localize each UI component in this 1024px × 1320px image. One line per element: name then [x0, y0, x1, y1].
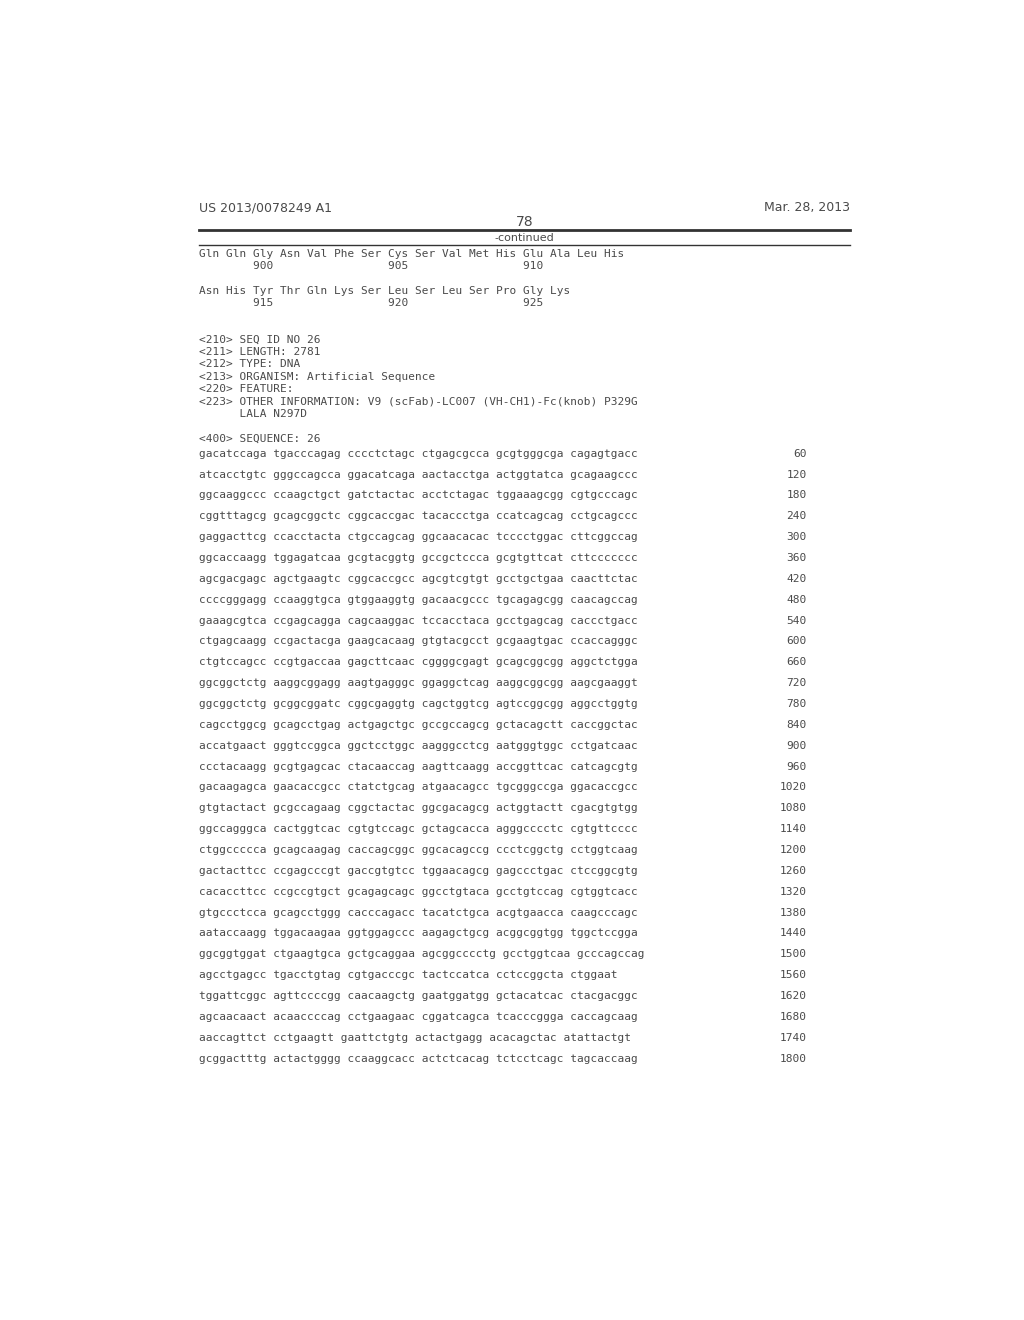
Text: Gln Gln Gly Asn Val Phe Ser Cys Ser Val Met His Glu Ala Leu His: Gln Gln Gly Asn Val Phe Ser Cys Ser Val …: [200, 248, 625, 259]
Text: LALA N297D: LALA N297D: [200, 409, 307, 418]
Text: 1260: 1260: [779, 866, 807, 876]
Text: ctggccccca gcagcaagag caccagcggc ggcacagccg ccctcggctg cctggtcaag: ctggccccca gcagcaagag caccagcggc ggcacag…: [200, 845, 638, 855]
Text: atcacctgtc gggccagcca ggacatcaga aactacctga actggtatca gcagaagccc: atcacctgtc gggccagcca ggacatcaga aactacc…: [200, 470, 638, 479]
Text: <400> SEQUENCE: 26: <400> SEQUENCE: 26: [200, 433, 321, 444]
Text: 60: 60: [793, 449, 807, 459]
Text: gaaagcgtca ccgagcagga cagcaaggac tccacctaca gcctgagcag caccctgacc: gaaagcgtca ccgagcagga cagcaaggac tccacct…: [200, 615, 638, 626]
Text: agcaacaact acaaccccag cctgaagaac cggatcagca tcacccggga caccagcaag: agcaacaact acaaccccag cctgaagaac cggatca…: [200, 1012, 638, 1022]
Text: ggcggtggat ctgaagtgca gctgcaggaa agcggcccctg gcctggtcaa gcccagccag: ggcggtggat ctgaagtgca gctgcaggaa agcggcc…: [200, 949, 645, 960]
Text: ggcggctctg gcggcggatc cggcgaggtg cagctggtcg agtccggcgg aggcctggtg: ggcggctctg gcggcggatc cggcgaggtg cagctgg…: [200, 700, 638, 709]
Text: gacatccaga tgacccagag cccctctagc ctgagcgcca gcgtgggcga cagagtgacc: gacatccaga tgacccagag cccctctagc ctgagcg…: [200, 449, 638, 459]
Text: 78: 78: [516, 215, 534, 230]
Text: <210> SEQ ID NO 26: <210> SEQ ID NO 26: [200, 335, 321, 345]
Text: 600: 600: [786, 636, 807, 647]
Text: 1800: 1800: [779, 1053, 807, 1064]
Text: 840: 840: [786, 719, 807, 730]
Text: aaccagttct cctgaagtt gaattctgtg actactgagg acacagctac atattactgt: aaccagttct cctgaagtt gaattctgtg actactga…: [200, 1032, 632, 1043]
Text: tggattcggc agttccccgg caacaagctg gaatggatgg gctacatcac ctacgacggc: tggattcggc agttccccgg caacaagctg gaatgga…: [200, 991, 638, 1001]
Text: 1380: 1380: [779, 908, 807, 917]
Text: gtgtactact gcgccagaag cggctactac ggcgacagcg actggtactt cgacgtgtgg: gtgtactact gcgccagaag cggctactac ggcgaca…: [200, 804, 638, 813]
Text: 1080: 1080: [779, 804, 807, 813]
Text: <220> FEATURE:: <220> FEATURE:: [200, 384, 294, 395]
Text: 1140: 1140: [779, 824, 807, 834]
Text: 915                 920                 925: 915 920 925: [200, 298, 544, 308]
Text: gtgccctcca gcagcctggg cacccagacc tacatctgca acgtgaacca caagcccagc: gtgccctcca gcagcctggg cacccagacc tacatct…: [200, 908, 638, 917]
Text: <213> ORGANISM: Artificial Sequence: <213> ORGANISM: Artificial Sequence: [200, 372, 435, 381]
Text: 720: 720: [786, 678, 807, 688]
Text: ctgtccagcc ccgtgaccaa gagcttcaac cggggcgagt gcagcggcgg aggctctgga: ctgtccagcc ccgtgaccaa gagcttcaac cggggcg…: [200, 657, 638, 668]
Text: <212> TYPE: DNA: <212> TYPE: DNA: [200, 359, 301, 370]
Text: 1200: 1200: [779, 845, 807, 855]
Text: <211> LENGTH: 2781: <211> LENGTH: 2781: [200, 347, 321, 358]
Text: 240: 240: [786, 511, 807, 521]
Text: <223> OTHER INFORMATION: V9 (scFab)-LC007 (VH-CH1)-Fc(knob) P329G: <223> OTHER INFORMATION: V9 (scFab)-LC00…: [200, 396, 638, 407]
Text: Asn His Tyr Thr Gln Lys Ser Leu Ser Leu Ser Pro Gly Lys: Asn His Tyr Thr Gln Lys Ser Leu Ser Leu …: [200, 285, 570, 296]
Text: 900                 905                 910: 900 905 910: [200, 261, 544, 271]
Text: cacaccttcc ccgccgtgct gcagagcagc ggcctgtaca gcctgtccag cgtggtcacc: cacaccttcc ccgccgtgct gcagagcagc ggcctgt…: [200, 887, 638, 896]
Text: gactacttcc ccgagcccgt gaccgtgtcc tggaacagcg gagccctgac ctccggcgtg: gactacttcc ccgagcccgt gaccgtgtcc tggaaca…: [200, 866, 638, 876]
Text: -continued: -continued: [495, 232, 555, 243]
Text: 1320: 1320: [779, 887, 807, 896]
Text: Mar. 28, 2013: Mar. 28, 2013: [764, 201, 850, 214]
Text: ggcggctctg aaggcggagg aagtgagggc ggaggctcag aaggcggcgg aagcgaaggt: ggcggctctg aaggcggagg aagtgagggc ggaggct…: [200, 678, 638, 688]
Text: gacaagagca gaacaccgcc ctatctgcag atgaacagcc tgcgggccga ggacaccgcc: gacaagagca gaacaccgcc ctatctgcag atgaaca…: [200, 783, 638, 792]
Text: 780: 780: [786, 700, 807, 709]
Text: 360: 360: [786, 553, 807, 564]
Text: 1560: 1560: [779, 970, 807, 981]
Text: 1440: 1440: [779, 928, 807, 939]
Text: 1500: 1500: [779, 949, 807, 960]
Text: 480: 480: [786, 595, 807, 605]
Text: cagcctggcg gcagcctgag actgagctgc gccgccagcg gctacagctt caccggctac: cagcctggcg gcagcctgag actgagctgc gccgcca…: [200, 719, 638, 730]
Text: ccctacaagg gcgtgagcac ctacaaccag aagttcaagg accggttcac catcagcgtg: ccctacaagg gcgtgagcac ctacaaccag aagttca…: [200, 762, 638, 772]
Text: ctgagcaagg ccgactacga gaagcacaag gtgtacgcct gcgaagtgac ccaccagggc: ctgagcaagg ccgactacga gaagcacaag gtgtacg…: [200, 636, 638, 647]
Text: 300: 300: [786, 532, 807, 543]
Text: 1740: 1740: [779, 1032, 807, 1043]
Text: ggcaaggccc ccaagctgct gatctactac acctctagac tggaaagcgg cgtgcccagc: ggcaaggccc ccaagctgct gatctactac acctcta…: [200, 491, 638, 500]
Text: ggcaccaagg tggagatcaa gcgtacggtg gccgctccca gcgtgttcat cttccccccc: ggcaccaagg tggagatcaa gcgtacggtg gccgctc…: [200, 553, 638, 564]
Text: 900: 900: [786, 741, 807, 751]
Text: gcggactttg actactgggg ccaaggcacc actctcacag tctcctcagc tagcaccaag: gcggactttg actactgggg ccaaggcacc actctca…: [200, 1053, 638, 1064]
Text: 960: 960: [786, 762, 807, 772]
Text: 180: 180: [786, 491, 807, 500]
Text: aataccaagg tggacaagaa ggtggagccc aagagctgcg acggcggtgg tggctccgga: aataccaagg tggacaagaa ggtggagccc aagagct…: [200, 928, 638, 939]
Text: cggtttagcg gcagcggctc cggcaccgac tacaccctga ccatcagcag cctgcagccc: cggtttagcg gcagcggctc cggcaccgac tacaccc…: [200, 511, 638, 521]
Text: ccccgggagg ccaaggtgca gtggaaggtg gacaacgccc tgcagagcgg caacagccag: ccccgggagg ccaaggtgca gtggaaggtg gacaacg…: [200, 595, 638, 605]
Text: ggccagggca cactggtcac cgtgtccagc gctagcacca agggcccctc cgtgttcccc: ggccagggca cactggtcac cgtgtccagc gctagca…: [200, 824, 638, 834]
Text: accatgaact gggtccggca ggctcctggc aagggcctcg aatgggtggc cctgatcaac: accatgaact gggtccggca ggctcctggc aagggcc…: [200, 741, 638, 751]
Text: agcctgagcc tgacctgtag cgtgacccgc tactccatca cctccggcta ctggaat: agcctgagcc tgacctgtag cgtgacccgc tactcca…: [200, 970, 617, 981]
Text: gaggacttcg ccacctacta ctgccagcag ggcaacacac tcccctggac cttcggccag: gaggacttcg ccacctacta ctgccagcag ggcaaca…: [200, 532, 638, 543]
Text: 1020: 1020: [779, 783, 807, 792]
Text: US 2013/0078249 A1: US 2013/0078249 A1: [200, 201, 333, 214]
Text: 1680: 1680: [779, 1012, 807, 1022]
Text: 420: 420: [786, 574, 807, 583]
Text: agcgacgagc agctgaagtc cggcaccgcc agcgtcgtgt gcctgctgaa caacttctac: agcgacgagc agctgaagtc cggcaccgcc agcgtcg…: [200, 574, 638, 583]
Text: 540: 540: [786, 615, 807, 626]
Text: 1620: 1620: [779, 991, 807, 1001]
Text: 120: 120: [786, 470, 807, 479]
Text: 660: 660: [786, 657, 807, 668]
